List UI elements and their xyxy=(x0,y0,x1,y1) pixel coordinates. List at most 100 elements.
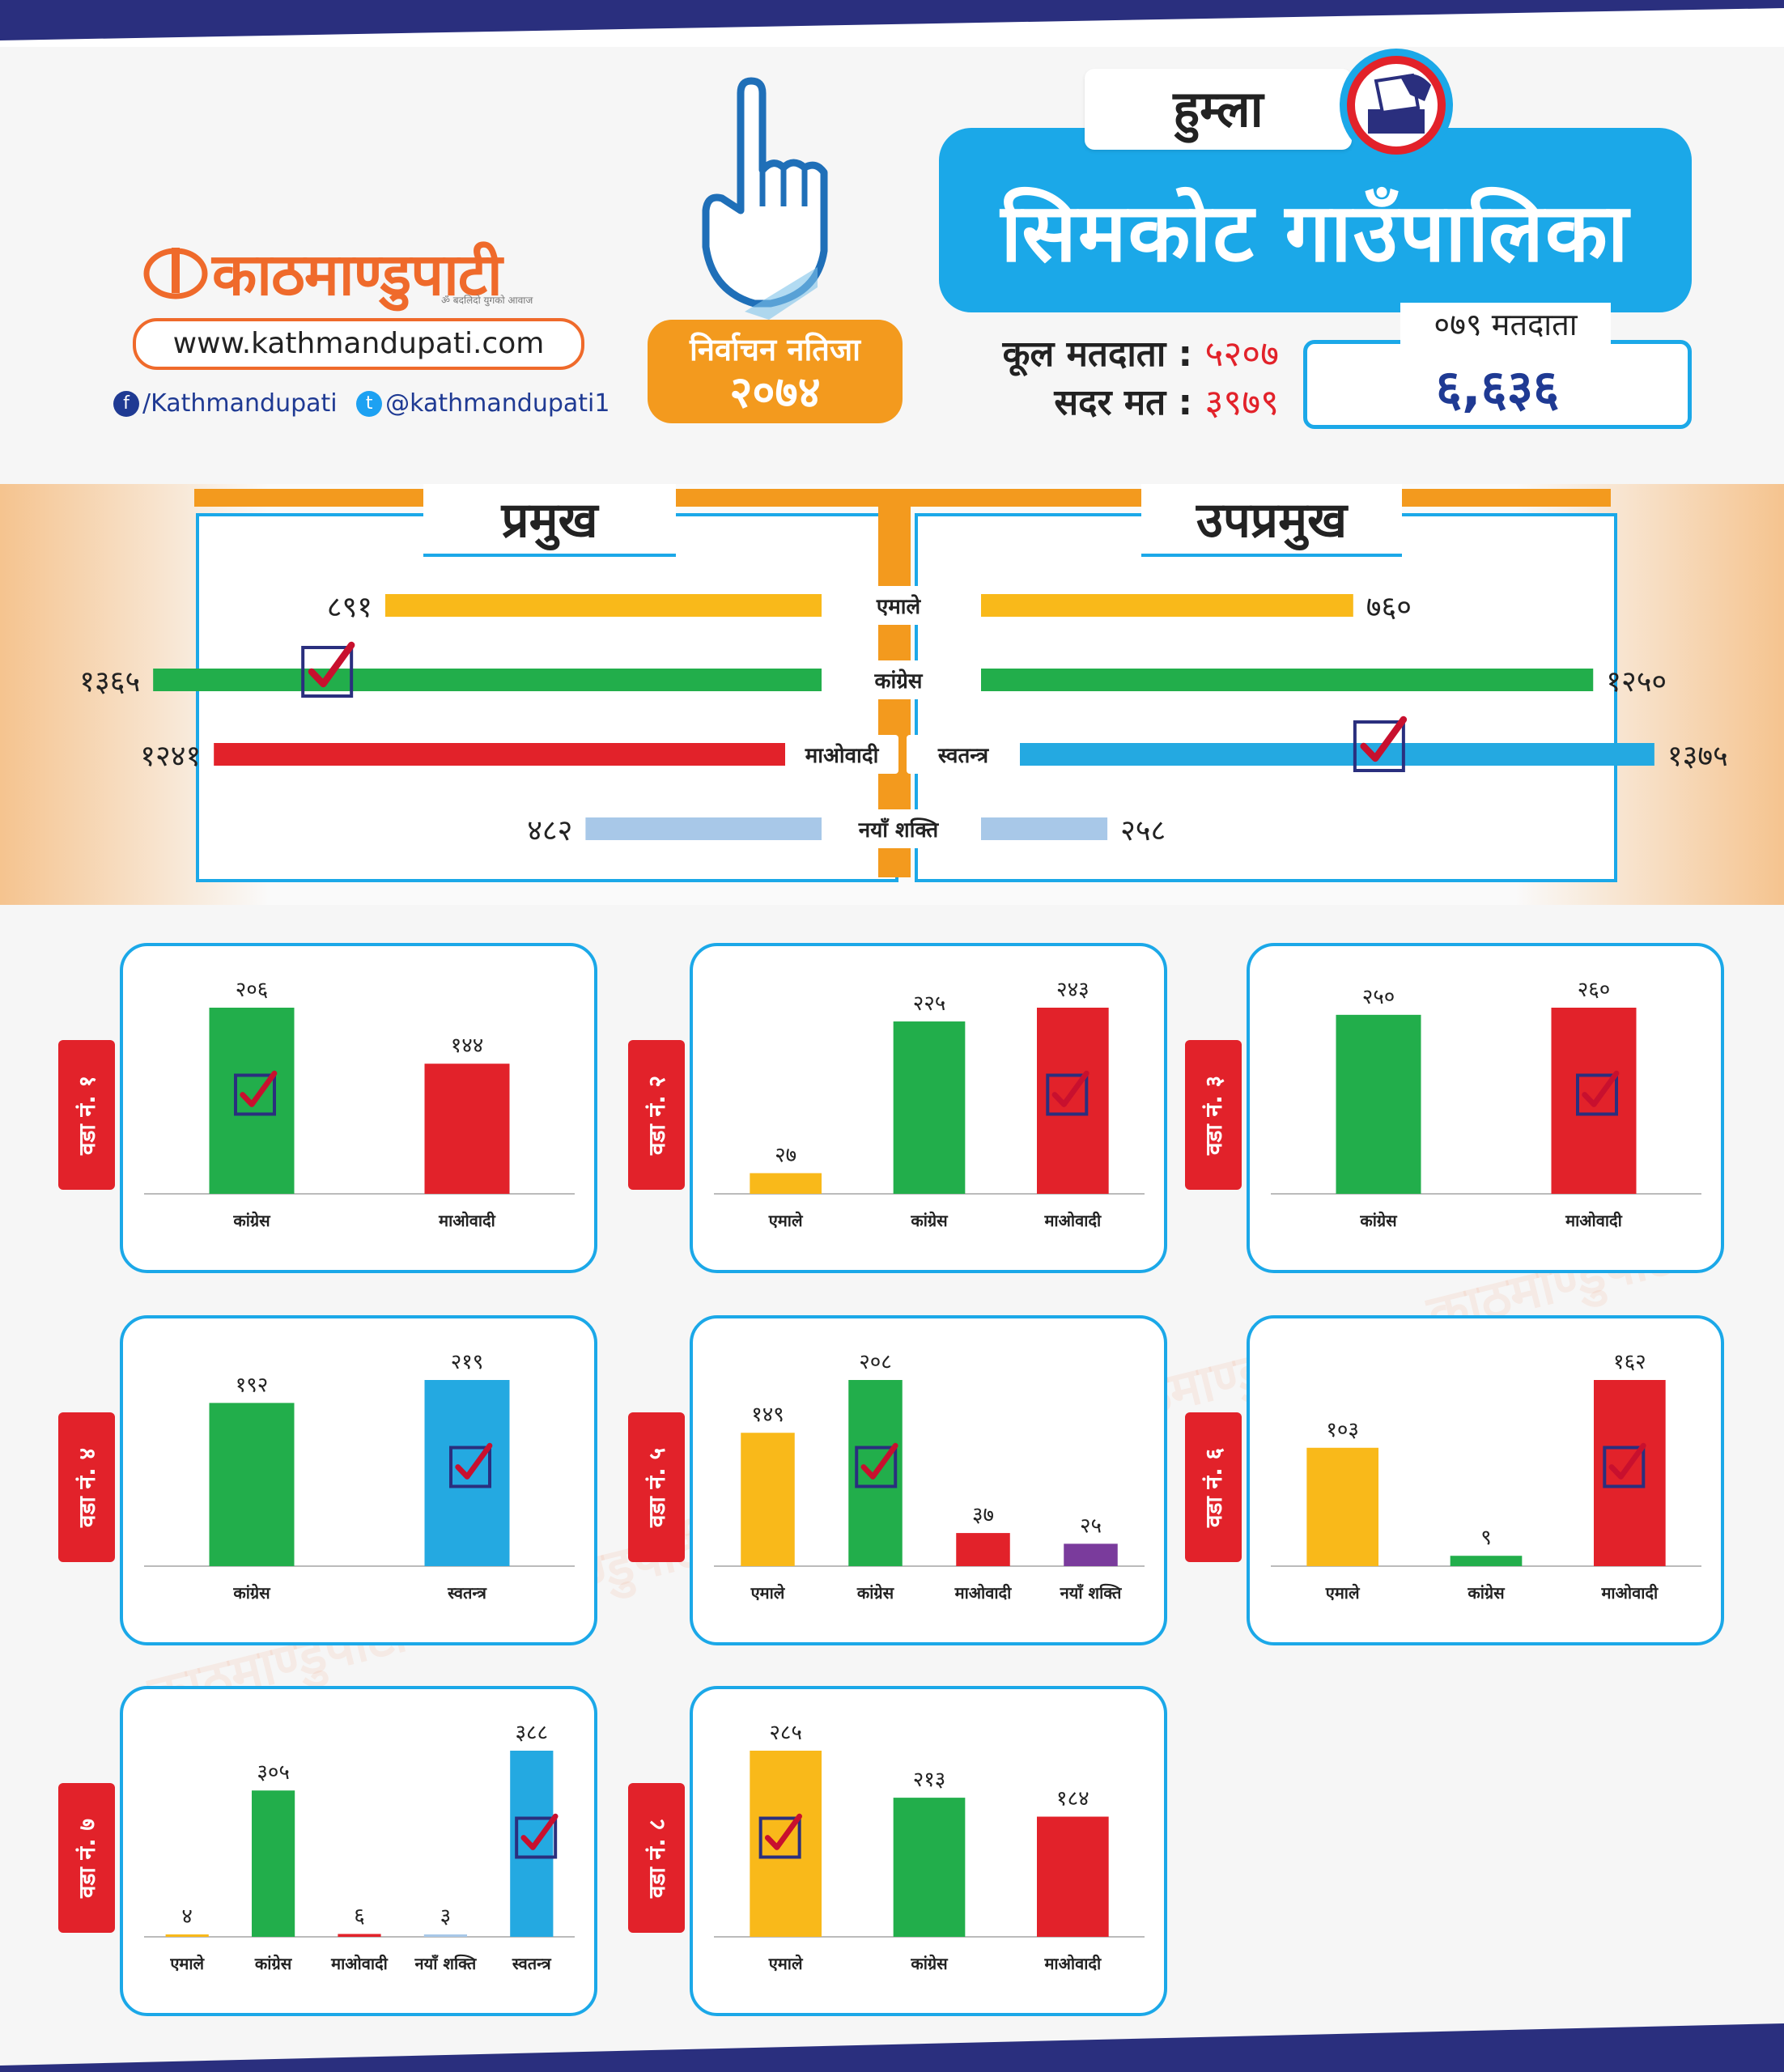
ward-card xyxy=(120,1686,597,2016)
ward-bar xyxy=(1336,1014,1421,1194)
voting-finger-icon xyxy=(696,77,842,323)
ward-value-label: ३७ xyxy=(972,1503,994,1527)
election-result-badge: निर्वाचन नतिजा २०७४ xyxy=(648,320,903,423)
ward-value-label: ४ xyxy=(181,1904,193,1929)
mayor-value-label: ८९१ xyxy=(327,591,372,624)
winner-check-icon xyxy=(855,1442,898,1488)
party-label: नयाँ शक्ति xyxy=(842,809,955,848)
ward-value-label: ३८८ xyxy=(516,1721,549,1745)
mayor-bar xyxy=(585,817,822,840)
total-voters-value: ५२०७ xyxy=(1204,333,1279,375)
ward-category-label: स्वतन्त्र xyxy=(447,1583,487,1603)
total-voters-label: कूल मतदाता : xyxy=(1002,333,1193,375)
ward-bar xyxy=(252,1790,295,1937)
mayor-deputy-chart: ८९१ १३६५ १२४१ ४८२ ७६० १२५० १३७५ २५८ एमाले कांग्रे… xyxy=(79,586,1728,848)
winner-check-icon xyxy=(1353,715,1408,772)
ward-category-label: माओवादी xyxy=(438,1211,496,1230)
ward-bar xyxy=(956,1533,1010,1566)
deputy-title: उपप्रमुख xyxy=(1141,484,1402,557)
ward-value-label: २१३ xyxy=(913,1768,946,1792)
ward-bar xyxy=(1306,1447,1378,1566)
ward-category-label: एमाले xyxy=(169,1954,205,1973)
winner-check-icon xyxy=(449,1442,493,1488)
ward-number-label: वडा नं. ६ xyxy=(1200,1447,1227,1527)
ward-category-label: एमाले xyxy=(768,1954,804,1973)
ward-number-tag: वडा नं. ८ xyxy=(628,1783,685,1933)
mayor-bar xyxy=(214,743,822,766)
mayor-title: प्रमुख xyxy=(423,484,676,557)
ward-category-label: कांग्रेस xyxy=(856,1583,895,1603)
brand-logo xyxy=(139,235,560,308)
ward-category-label: माओवादी xyxy=(1600,1583,1659,1603)
ward-category-label: माओवादी xyxy=(954,1583,1013,1603)
deputy-value-label: ७६० xyxy=(1366,591,1412,624)
ward-bar-chart: ४ एमाले ३०५ कांग्रेस ६ माओवादी ३ नयाँ शक्ति ३८८ स… xyxy=(144,1721,575,1973)
brand-url-link[interactable]: www.kathmandupati.com xyxy=(133,318,584,370)
bottom-stripe-shape xyxy=(0,2023,1784,2072)
brand-mark-icon xyxy=(143,248,208,299)
ward-bar xyxy=(750,1173,822,1194)
ward-value-label: २६० xyxy=(1578,978,1611,1002)
social-links: f/Kathmandupati t @kathmandupati1 xyxy=(113,388,610,418)
brand-tagline: ॐ बदलिदो युगको आवाज xyxy=(441,295,533,306)
ward-bar-chart: २७ एमाले २२५ कांग्रेस २४३ माओवादी xyxy=(714,978,1145,1230)
ward-category-label: कांग्रेस xyxy=(910,1954,949,1973)
ward-card xyxy=(120,943,597,1273)
ward-value-label: २०८ xyxy=(859,1350,892,1374)
ward-value-label: २८५ xyxy=(769,1721,802,1745)
voters-079-label: ०७९ मतदाता xyxy=(1400,303,1611,346)
ward-bar xyxy=(1064,1543,1118,1566)
voters-079-value: ६,६३६ xyxy=(1435,359,1560,418)
ward-category-label: एमाले xyxy=(750,1583,786,1603)
ward-value-label: १९२ xyxy=(236,1373,269,1397)
top-stripe-shape xyxy=(0,0,1784,40)
ward-bar-chart: १४९ एमाले २०८ कांग्रेस ३७ माओवादी २५ नयाँ शक्ति xyxy=(714,1350,1145,1603)
party-label: माओवादी xyxy=(785,735,898,774)
winner-check-icon xyxy=(234,1070,278,1116)
twitter-icon: t xyxy=(356,390,383,417)
ward-bar-chart: १०३ एमाले ९ कांग्रेस १६२ माओवादी xyxy=(1271,1350,1701,1603)
ward-value-label: ३ xyxy=(440,1904,452,1929)
ballot-box-icon xyxy=(1336,45,1457,169)
ward-value-label: २२५ xyxy=(913,991,946,1016)
ward-number-label: वडा नं. ८ xyxy=(644,1818,670,1898)
ward-number-label: वडा नं. ५ xyxy=(644,1447,670,1527)
ward-category-label: कांग्रेस xyxy=(254,1954,293,1973)
badge-year: २०७४ xyxy=(729,367,821,418)
mayor-value-label: ४८२ xyxy=(527,814,572,847)
ward-bar xyxy=(165,1934,209,1937)
party-label: कांग्रेस xyxy=(842,660,955,699)
twitter-link[interactable]: @kathmandupati1 xyxy=(385,389,610,418)
mayor-bar xyxy=(384,594,822,617)
valid-votes-label: सदर मत : xyxy=(1054,382,1193,423)
ward-value-label: १६२ xyxy=(1613,1350,1646,1374)
winner-check-icon xyxy=(758,1813,802,1859)
winner-check-icon xyxy=(515,1813,559,1859)
ward-category-label: एमाले xyxy=(1325,1583,1361,1603)
deputy-value-label: १२५० xyxy=(1606,665,1667,698)
ward-bar xyxy=(893,1021,966,1194)
ward-bar xyxy=(1037,1816,1109,1937)
ward-value-label: २५० xyxy=(1362,985,1395,1009)
ward-value-label: ६ xyxy=(354,1904,365,1928)
ward-number-tag: वडा नं. ५ xyxy=(628,1412,685,1562)
ward-number-tag: वडा नं. ६ xyxy=(1185,1412,1242,1562)
ward-category-label: नयाँ शक्ति xyxy=(414,1954,478,1973)
valid-votes-value: ३९७९ xyxy=(1204,382,1279,423)
ward-number-tag: वडा नं. ४ xyxy=(58,1412,115,1562)
ward-number-tag: वडा नं. ३ xyxy=(1185,1040,1242,1190)
ward-value-label: २१९ xyxy=(451,1350,484,1374)
ward-number-label: वडा नं. २ xyxy=(644,1075,670,1155)
party-label: स्वतन्त्र xyxy=(907,735,1020,774)
ward-value-label: ३०५ xyxy=(257,1760,290,1785)
ward-number-label: वडा नं. ४ xyxy=(74,1447,100,1527)
ward-category-label: नयाँ शक्ति xyxy=(1060,1583,1123,1603)
svg-text:माओवादी: माओवादी xyxy=(805,743,880,768)
ward-category-label: कांग्रेस xyxy=(1359,1211,1398,1230)
svg-text:स्वतन्त्र: स्वतन्त्र xyxy=(937,744,990,768)
facebook-link[interactable]: /Kathmandupati xyxy=(142,389,338,418)
ward-category-label: कांग्रेस xyxy=(232,1211,271,1230)
municipality-title: सिमकोट गाउँपालिका xyxy=(939,128,1692,312)
ward-bar xyxy=(338,1934,381,1937)
ward-value-label: २५ xyxy=(1080,1514,1102,1538)
